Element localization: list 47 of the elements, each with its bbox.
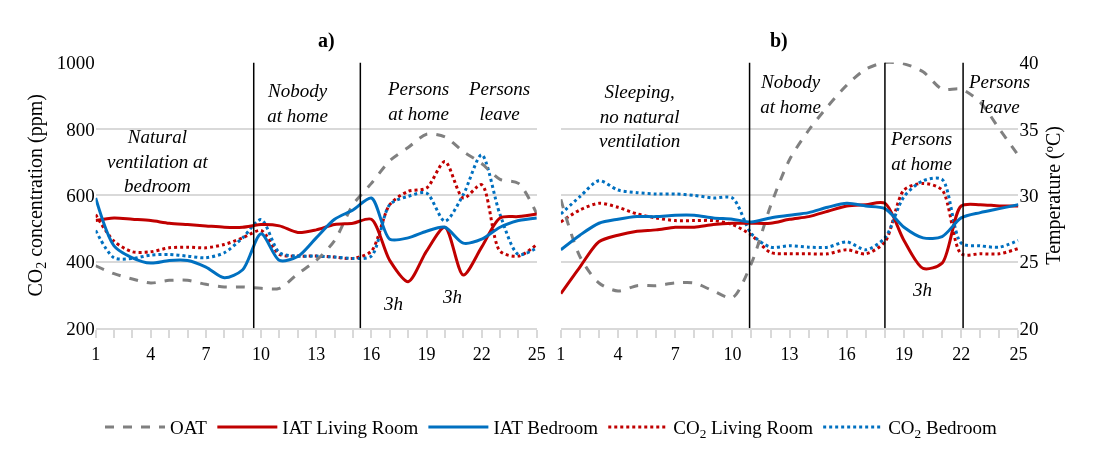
x-tick-label: 22: [952, 343, 971, 364]
x-tick-label: 7: [670, 343, 680, 364]
x-tick-label: 19: [894, 343, 913, 364]
annotation: Persons leave: [968, 71, 1031, 117]
x-tick-label: 13: [780, 343, 799, 364]
x-tick-label: 13: [307, 343, 326, 364]
y2-tick-label: 40: [1019, 52, 1039, 74]
legend-label: CO$_{2}$ Living Room: [673, 417, 814, 442]
legend-label: OAT: [170, 417, 208, 439]
y-tick-label: 200: [66, 317, 95, 339]
chart-title: a): [318, 29, 335, 52]
y2-tick-label: 30: [1019, 184, 1039, 206]
annotation: 3h: [912, 279, 932, 300]
x-tick-label: 16: [362, 343, 381, 364]
x-tick-label: 10: [252, 343, 271, 364]
x-tick-label: 19: [417, 343, 436, 364]
legend-label: IAT Bedroom: [493, 417, 599, 439]
annotation: Persons leave: [468, 78, 531, 124]
annotation: Persons at home: [387, 78, 450, 124]
y2-tick-label: 20: [1019, 317, 1039, 339]
y-tick-label: 1000: [56, 52, 95, 74]
annotation: 3h: [442, 286, 462, 307]
y2-tick-label: 35: [1019, 118, 1039, 140]
y-tick-label: 400: [66, 251, 95, 273]
annotation: Sleeping, no natural ventilation: [599, 81, 681, 152]
x-tick-label: 1: [556, 343, 566, 364]
x-tick-label: 1: [91, 343, 101, 364]
y-tick-label: 600: [66, 184, 95, 206]
chart-title: b): [770, 29, 788, 52]
x-tick-label: 10: [723, 343, 742, 364]
x-tick-label: 4: [146, 343, 156, 364]
x-tick-label: 4: [613, 343, 623, 364]
annotation: Persons at home: [890, 128, 953, 174]
legend-label: CO$_{2}$ Bedroom: [888, 417, 997, 442]
x-tick-label: 7: [201, 343, 211, 364]
x-tick-label: 25: [1009, 343, 1028, 364]
legend-label: IAT Living Room: [282, 417, 419, 439]
x-tick-label: 22: [472, 343, 491, 364]
annotation: Nobody at home: [760, 71, 821, 117]
x-tick-label: 16: [837, 343, 856, 364]
y2-tick-label: 25: [1019, 251, 1039, 273]
annotation: Nobody at home: [267, 80, 328, 126]
x-tick-label: 25: [527, 343, 546, 364]
annotation: 3h: [383, 293, 403, 314]
annotation: Natural ventilation at bedroom: [107, 126, 209, 197]
y2-axis-title: Temperature (ºC): [1041, 126, 1065, 265]
y-tick-label: 800: [66, 118, 95, 140]
